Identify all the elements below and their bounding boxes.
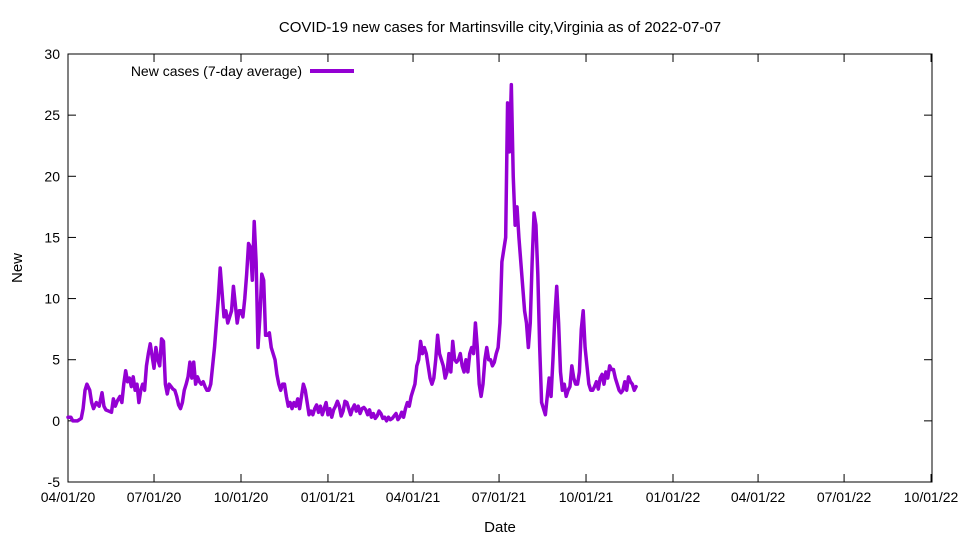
- legend-label: New cases (7-day average): [131, 63, 302, 79]
- y-tick-label: 10: [44, 291, 60, 307]
- x-tick-label: 07/01/21: [472, 489, 527, 505]
- x-tick-label: 01/01/22: [646, 489, 701, 505]
- y-tick-label: 30: [44, 46, 60, 62]
- x-tick-label: 10/01/22: [904, 489, 959, 505]
- x-tick-label: 04/01/21: [386, 489, 441, 505]
- y-tick-label: 5: [52, 352, 60, 368]
- y-tick-label: 15: [44, 229, 60, 245]
- x-tick-label: 10/01/20: [214, 489, 269, 505]
- y-axis-title: New: [9, 253, 26, 283]
- legend: New cases (7-day average): [131, 63, 354, 79]
- plot-frame: [67, 53, 933, 483]
- x-axis-title: Date: [484, 519, 516, 536]
- y-tick-label: 25: [44, 107, 60, 123]
- y-tick-label: -5: [48, 474, 61, 490]
- chart-title: COVID-19 new cases for Martinsville city…: [279, 19, 721, 36]
- y-tick-label: 20: [44, 168, 60, 184]
- x-tick-label: 04/01/22: [731, 489, 786, 505]
- x-tick-label: 07/01/22: [817, 489, 872, 505]
- x-tick-label: 01/01/21: [301, 489, 356, 505]
- y-tick-label: 0: [52, 413, 60, 429]
- series-line: [66, 82, 638, 423]
- x-tick-label: 10/01/21: [559, 489, 614, 505]
- y-axis-ticks: -5 0 5 10 15 20 25 30: [44, 46, 932, 490]
- x-tick-label: 04/01/20: [41, 489, 96, 505]
- x-axis-ticks: 04/01/20 07/01/20 10/01/20 01/01/21 04/01/21…: [41, 54, 959, 505]
- x-tick-label: 07/01/20: [127, 489, 182, 505]
- series-group: [66, 82, 638, 423]
